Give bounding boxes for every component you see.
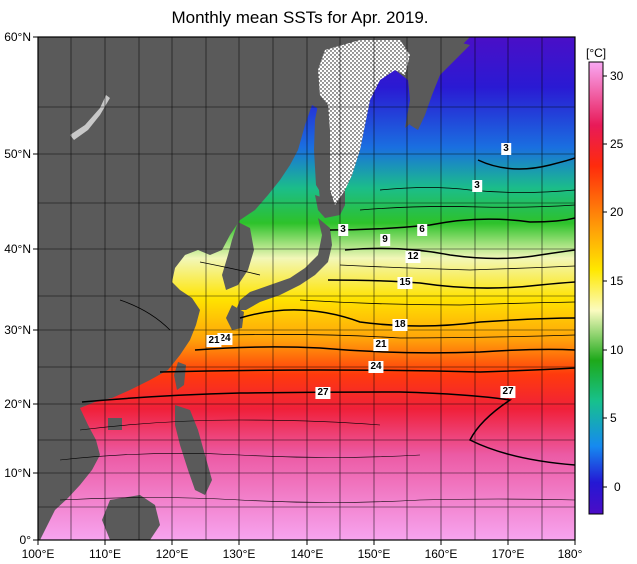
hainan xyxy=(108,418,122,430)
japan-hokkaido xyxy=(315,195,345,218)
isotherm-label: 18 xyxy=(392,319,408,331)
colorbar xyxy=(588,61,604,515)
colorbar-unit: [°C] xyxy=(586,46,607,60)
lon-label-170e: 170°E xyxy=(491,547,525,561)
lat-label-30n: 30°N xyxy=(4,323,31,337)
lat-label-20n: 20°N xyxy=(4,397,31,411)
baikal-lake xyxy=(70,95,110,140)
isotherm-label: 27 xyxy=(315,387,331,399)
colorbar-label-0: 0 xyxy=(614,480,621,494)
isotherm-label: 6 xyxy=(417,224,427,236)
isotherm-label: 12 xyxy=(405,251,421,263)
colorbar-label-25: 25 xyxy=(610,137,624,151)
lon-label-130e: 130°E xyxy=(222,547,256,561)
isotherms xyxy=(59,157,575,503)
lon-label-110e: 110°E xyxy=(89,547,121,561)
japan-kyushu xyxy=(226,305,244,330)
lon-label-180: 180° xyxy=(557,547,583,561)
sea-ice-okhotsk xyxy=(318,40,410,205)
lon-label-120e: 120°E xyxy=(155,547,189,561)
isotherm-label: 21 xyxy=(206,335,222,347)
lon-label-100e: 100°E xyxy=(21,547,55,561)
map-title: Monthly mean SSTs for Apr. 2019. xyxy=(171,8,429,27)
lon-label-140e: 140°E xyxy=(290,547,324,561)
borneo xyxy=(102,495,160,540)
colorbar-label-10: 10 xyxy=(610,343,624,357)
kamchatka xyxy=(410,40,470,130)
isotherm-label: 3 xyxy=(472,180,482,192)
isotherm-label: 3 xyxy=(338,224,348,236)
sakhalin xyxy=(314,105,330,195)
axis-ticks xyxy=(33,36,576,545)
isotherm-label: 21 xyxy=(373,339,389,351)
lat-label-40n: 40°N xyxy=(4,242,31,256)
colorbar-ticks xyxy=(603,75,607,488)
graticule xyxy=(38,37,575,540)
lat-label-0: 0° xyxy=(19,533,31,547)
japan-honshu xyxy=(236,218,332,310)
lon-label-150e: 150°E xyxy=(357,547,391,561)
korea-peninsula xyxy=(222,222,254,290)
isotherm-label: 27 xyxy=(500,386,516,398)
colorbar-label-20: 20 xyxy=(610,205,624,219)
lat-label-10n: 10°N xyxy=(4,466,31,480)
asia-landmass xyxy=(38,37,470,540)
taiwan xyxy=(174,362,186,390)
colorbar-label-5: 5 xyxy=(610,411,617,425)
isotherm-label: 9 xyxy=(380,234,390,246)
isotherm-label: 3 xyxy=(501,143,511,155)
lat-label-60n: 60°N xyxy=(4,30,31,44)
lon-label-160e: 160°E xyxy=(424,547,458,561)
philippines xyxy=(175,405,212,495)
lat-label-50n: 50°N xyxy=(4,147,31,161)
colorbar-label-15: 15 xyxy=(610,274,624,288)
map-panel xyxy=(38,37,575,540)
isotherm-label: 15 xyxy=(397,277,413,289)
colorbar-label-30: 30 xyxy=(610,69,624,83)
isotherm-label: 24 xyxy=(368,361,384,373)
